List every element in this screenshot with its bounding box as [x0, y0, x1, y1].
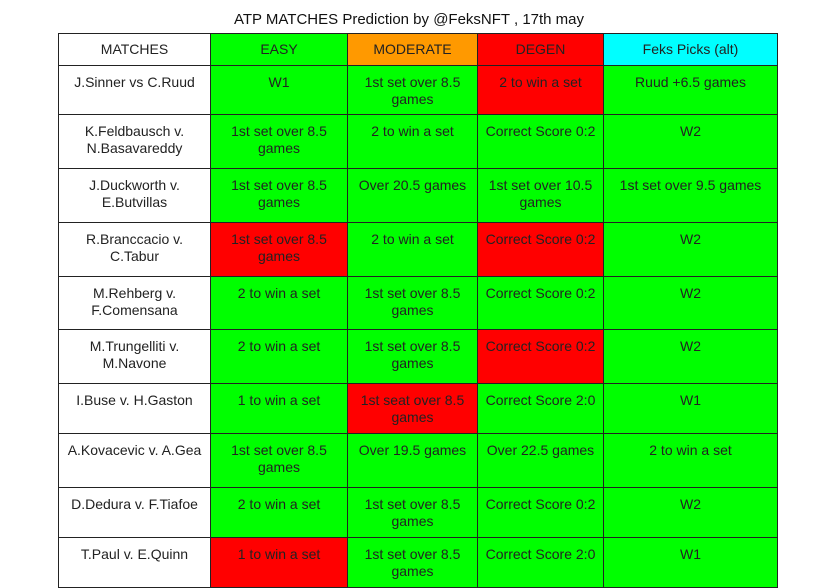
pick-cell: W1: [603, 537, 778, 588]
header-row: MATCHES EASY MODERATE DEGEN Feks Picks (alt): [58, 33, 778, 66]
pick-cell: W1: [603, 383, 778, 434]
pick-cell: 1st set over 8.5 games: [210, 114, 348, 169]
pick-cell: Ruud +6.5 games: [603, 65, 778, 115]
pick-cell: Correct Score 0:2: [477, 487, 604, 538]
pick-cell: 1st set over 8.5 games: [210, 433, 348, 488]
pick-cell: Correct Score 2:0: [477, 383, 604, 434]
pick-cell: Over 20.5 games: [347, 168, 478, 223]
pick-cell: W2: [603, 329, 778, 384]
pick-cell: Correct Score 0:2: [477, 329, 604, 384]
match-row: I.Buse v. H.Gaston 1 to win a set 1st seat…: [58, 383, 778, 434]
header-cell: EASY: [210, 33, 348, 66]
pick-cell: 1 to win a set: [210, 537, 348, 588]
pick-cell: 1 to win a set: [210, 383, 348, 434]
pick-cell: 2 to win a set: [347, 222, 478, 277]
pick-cell: Correct Score 0:2: [477, 276, 604, 330]
pick-cell: 2 to win a set: [210, 329, 348, 384]
match-cell: J.Sinner vs C.Ruud: [58, 65, 211, 115]
match-row: D.Dedura v. F.Tiafoe 2 to win a set 1st se…: [58, 487, 778, 538]
match-cell: D.Dedura v. F.Tiafoe: [58, 487, 211, 538]
match-cell: M.Rehberg v. F.Comensana: [58, 276, 211, 330]
match-row: R.Branccacio v. C.Tabur 1st set over 8.5 …: [58, 222, 778, 277]
match-row: M.Rehberg v. F.Comensana 2 to win a set 1s…: [58, 276, 778, 330]
match-cell: T.Paul v. E.Quinn: [58, 537, 211, 588]
pick-cell: W2: [603, 487, 778, 538]
pick-cell: 1st seat over 8.5 games: [347, 383, 478, 434]
match-row: M.Trungelliti v. M.Navone 2 to win a set 1…: [58, 329, 778, 384]
header-cell: DEGEN: [477, 33, 604, 66]
match-row: A.Kovacevic v. A.Gea 1st set over 8.5 gam…: [58, 433, 778, 488]
pick-cell: Correct Score 2:0: [477, 537, 604, 588]
match-cell: J.Duckworth v. E.Butvillas: [58, 168, 211, 223]
pick-cell: W1: [210, 65, 348, 115]
pick-cell: Correct Score 0:2: [477, 222, 604, 277]
pick-cell: W2: [603, 222, 778, 277]
pick-cell: 2 to win a set: [210, 276, 348, 330]
match-cell: R.Branccacio v. C.Tabur: [58, 222, 211, 277]
pick-cell: 1st set over 9.5 games: [603, 168, 778, 223]
pick-cell: 1st set over 8.5 games: [347, 276, 478, 330]
match-cell: K.Feldbausch v. N.Basavareddy: [58, 114, 211, 169]
pick-cell: 1st set over 8.5 games: [210, 222, 348, 277]
pick-cell: 2 to win a set: [603, 433, 778, 488]
match-cell: M.Trungelliti v. M.Navone: [58, 329, 211, 384]
title: ATP MATCHES Prediction by @FeksNFT , 17t…: [233, 11, 585, 28]
header-cell: MATCHES: [58, 33, 211, 66]
pick-cell: 1st set over 8.5 games: [347, 65, 478, 115]
header-cell: Feks Picks (alt): [603, 33, 778, 66]
pick-cell: Correct Score 0:2: [477, 114, 604, 169]
match-row: J.Sinner vs C.Ruud W1 1st set over 8.5 gam…: [58, 65, 778, 115]
pick-cell: 1st set over 8.5 games: [347, 487, 478, 538]
pick-cell: Over 19.5 games: [347, 433, 478, 488]
pick-cell: 2 to win a set: [347, 114, 478, 169]
pick-cell: 2 to win a set: [477, 65, 604, 115]
pick-cell: W2: [603, 114, 778, 169]
match-cell: A.Kovacevic v. A.Gea: [58, 433, 211, 488]
match-cell: I.Buse v. H.Gaston: [58, 383, 211, 434]
pick-cell: 1st set over 8.5 games: [210, 168, 348, 223]
pick-cell: 1st set over 8.5 games: [347, 537, 478, 588]
header-cell: MODERATE: [347, 33, 478, 66]
match-row: J.Duckworth v. E.Butvillas 1st set over 8…: [58, 168, 778, 223]
match-row: T.Paul v. E.Quinn 1 to win a set 1st set o…: [58, 537, 778, 588]
pick-cell: Over 22.5 games: [477, 433, 604, 488]
pick-cell: 1st set over 10.5 games: [477, 168, 604, 223]
predictions-table: MATCHES EASY MODERATE DEGEN Feks Picks (alt)…: [58, 33, 778, 588]
pick-cell: 1st set over 8.5 games: [347, 329, 478, 384]
match-row: K.Feldbausch v. N.Basavareddy 1st set ove…: [58, 114, 778, 169]
pick-cell: 2 to win a set: [210, 487, 348, 538]
pick-cell: W2: [603, 276, 778, 330]
